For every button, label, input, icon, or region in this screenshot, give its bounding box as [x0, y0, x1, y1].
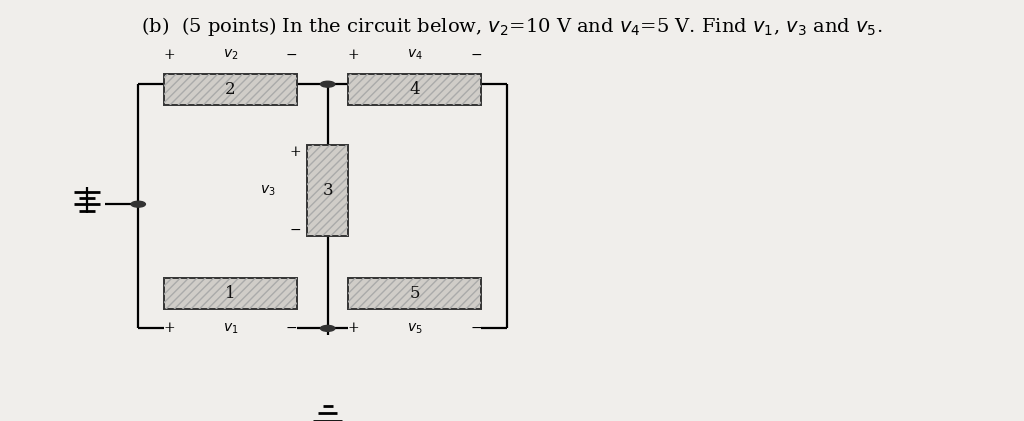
Bar [348, 74, 481, 105]
Circle shape [321, 325, 335, 331]
Text: 1: 1 [225, 285, 236, 302]
Bar [348, 278, 481, 309]
Text: 5: 5 [410, 285, 420, 302]
Text: +: + [163, 48, 175, 62]
Text: $v_2$: $v_2$ [222, 48, 239, 62]
Text: $v_3$: $v_3$ [260, 183, 276, 198]
Text: (b)  (5 points) In the circuit below, $v_2$=10 V and $v_4$=5 V. Find $v_1$, $v_3: (b) (5 points) In the circuit below, $v_… [141, 15, 883, 38]
Text: −: − [286, 321, 298, 336]
Text: −: − [470, 321, 482, 336]
Bar [307, 145, 348, 236]
Text: −: − [286, 48, 298, 62]
Bar [307, 145, 348, 236]
Text: −: − [470, 48, 482, 62]
Bar [348, 278, 481, 309]
Text: +: + [163, 321, 175, 336]
Bar [164, 278, 297, 309]
Circle shape [321, 81, 335, 87]
Bar [164, 278, 297, 309]
Bar [348, 74, 481, 105]
Text: +: + [347, 321, 359, 336]
Bar [164, 74, 297, 105]
Bar [164, 74, 297, 105]
Text: 3: 3 [323, 182, 333, 199]
Text: $v_1$: $v_1$ [222, 321, 239, 336]
Text: +: + [347, 48, 359, 62]
Text: −: − [289, 222, 301, 237]
Circle shape [131, 201, 145, 207]
Text: $v_4$: $v_4$ [407, 48, 423, 62]
Text: +: + [289, 144, 301, 159]
Text: 2: 2 [225, 81, 236, 98]
Text: 4: 4 [410, 81, 420, 98]
Text: $v_5$: $v_5$ [407, 321, 423, 336]
